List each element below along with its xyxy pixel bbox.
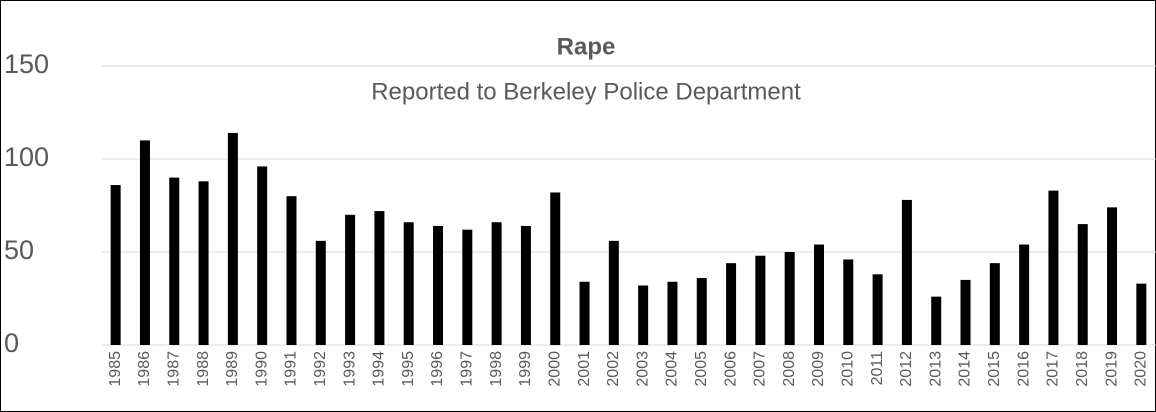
x-tick-label: 2011	[869, 351, 886, 386]
bar	[110, 185, 121, 345]
x-tick-label: 1990	[253, 351, 270, 387]
bar	[813, 244, 824, 345]
bar	[696, 278, 707, 345]
bar	[315, 240, 326, 345]
x-tick-label: 1997	[459, 351, 476, 387]
y-tick-label: 50	[4, 235, 34, 265]
bar	[1136, 283, 1147, 345]
x-tick-label: 1987	[165, 351, 182, 387]
bar	[638, 285, 649, 345]
x-tick-label: 1988	[195, 351, 212, 387]
x-tick-label: 1992	[312, 351, 329, 387]
bar	[257, 166, 268, 345]
bar	[520, 225, 531, 345]
x-tick-label: 2003	[634, 351, 651, 387]
bar	[843, 259, 854, 345]
bar	[901, 199, 912, 345]
x-tick-label: 1989	[224, 351, 241, 387]
bar	[784, 252, 795, 345]
x-tick-label: 2009	[810, 351, 827, 387]
bar	[139, 140, 150, 345]
x-tick-label: 1995	[400, 351, 417, 387]
bar	[198, 181, 209, 345]
bar	[755, 255, 766, 345]
chart-title: Rape	[557, 33, 616, 60]
x-tick-label: 2000	[546, 351, 563, 387]
bar	[667, 281, 678, 345]
x-tick-label: 2004	[664, 351, 681, 387]
x-tick-label: 2020	[1133, 351, 1150, 387]
bar	[1019, 244, 1030, 345]
x-tick-label: 2019	[1103, 351, 1120, 387]
x-tick-label: 2010	[840, 351, 857, 387]
bar	[374, 211, 385, 345]
bar	[931, 296, 942, 345]
x-tick-label: 2007	[752, 351, 769, 387]
bar	[550, 192, 561, 345]
x-tick-label: 2001	[576, 351, 593, 387]
bar	[726, 263, 737, 345]
x-tick-label: 1993	[341, 351, 358, 387]
x-tick-label: 2005	[693, 351, 710, 387]
bar	[462, 229, 473, 345]
x-tick-label: 1986	[136, 351, 153, 387]
bar	[433, 225, 444, 345]
x-tick-label: 1991	[283, 351, 300, 387]
bar	[872, 274, 883, 345]
bar	[1107, 207, 1118, 345]
chart-subtitle: Reported to Berkeley Police Department	[371, 78, 801, 105]
x-tick-label: 2018	[1074, 351, 1091, 387]
bar	[403, 222, 414, 345]
x-tick-label: 2006	[722, 351, 739, 387]
x-tick-label: 2014	[957, 351, 974, 387]
bar	[579, 281, 590, 345]
bar	[491, 222, 502, 345]
bar	[227, 132, 238, 345]
x-tick-label: 1985	[107, 351, 124, 387]
x-tick-label: 1994	[371, 351, 388, 387]
y-tick-label: 150	[4, 49, 49, 79]
bar	[286, 196, 297, 345]
bar	[345, 214, 356, 345]
x-tick-label: 2016	[1015, 351, 1032, 387]
bar	[989, 263, 1000, 345]
x-tick-label: 2008	[781, 351, 798, 387]
bar	[1077, 224, 1088, 345]
x-tick-label: 1996	[429, 351, 446, 387]
y-tick-label: 100	[4, 142, 49, 172]
x-tick-label: 2017	[1045, 351, 1062, 387]
bar	[608, 240, 619, 345]
x-tick-label: 2002	[605, 351, 622, 387]
x-tick-label: 2015	[986, 351, 1003, 387]
bar	[1048, 190, 1059, 345]
x-tick-label: 1998	[488, 351, 505, 387]
bar	[960, 279, 971, 345]
bar	[169, 177, 180, 345]
y-tick-label: 0	[4, 328, 19, 358]
x-tick-label: 2012	[898, 351, 915, 387]
x-tick-label: 1999	[517, 351, 534, 387]
x-tick-label: 2013	[927, 351, 944, 387]
